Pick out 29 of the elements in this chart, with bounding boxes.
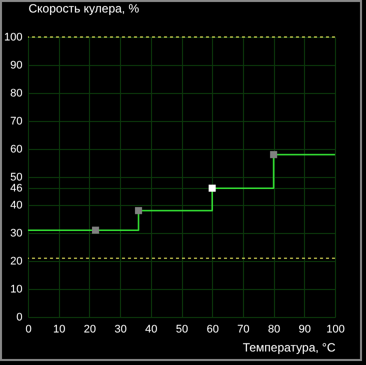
y-axis-title: Скорость кулера, %: [28, 2, 140, 16]
x-tick-label: 30: [114, 324, 127, 336]
y-tick-label: 10: [10, 284, 22, 296]
y-tick-label: 0: [16, 312, 22, 324]
x-tick-label: 20: [84, 324, 96, 336]
y-tick-label: 40: [10, 200, 22, 212]
y-tick-label: 100: [4, 32, 22, 44]
point: [270, 151, 278, 158]
x-axis-title: Температура, °C: [242, 340, 336, 354]
x-tick-label: 90: [298, 324, 311, 336]
point: [208, 184, 216, 192]
y-tick-label: 46: [10, 182, 22, 195]
y-tick-label: 50: [10, 172, 22, 184]
point: [92, 226, 100, 234]
x-tick-label: 60: [206, 324, 219, 336]
y-tick-label: 80: [10, 88, 22, 100]
y-tick-label: 20: [10, 256, 22, 268]
y-tick-label: 60: [10, 144, 22, 156]
x-tick-label: 70: [237, 324, 250, 336]
x-tick-label: 50: [176, 324, 188, 336]
y-tick-label: 70: [10, 116, 22, 128]
x-tick-label: 10: [53, 324, 66, 336]
x-tick-label: 100: [326, 324, 345, 336]
y-tick-label: 30: [10, 228, 22, 240]
x-tick-label: 80: [268, 324, 280, 336]
x-tick-label: 40: [145, 324, 158, 336]
x-tick-label: 0: [25, 324, 32, 336]
point: [134, 207, 142, 214]
y-tick-label: 90: [10, 60, 22, 72]
